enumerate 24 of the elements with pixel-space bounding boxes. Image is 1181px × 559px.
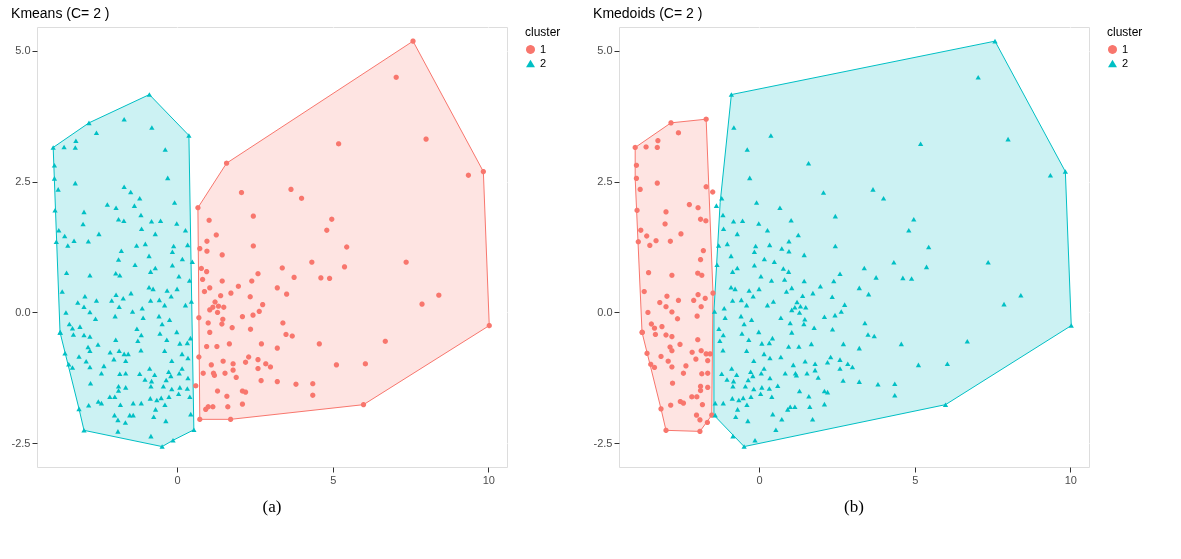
legend-title: cluster xyxy=(525,25,561,39)
text: (a) xyxy=(262,497,282,516)
chart-title: Kmeans (C= 2 ) xyxy=(11,5,110,21)
y-tick-label: 0.0 xyxy=(15,305,31,318)
x-tick-label: 0 xyxy=(174,473,181,486)
legend-label: 1 xyxy=(1122,42,1129,55)
chart-title: Kmedoids (C= 2 ) xyxy=(593,5,703,21)
legend-label: 2 xyxy=(540,56,547,69)
x-tick-label: 5 xyxy=(912,473,919,486)
legend-label: 2 xyxy=(1122,56,1129,69)
x-tick-label: 10 xyxy=(482,473,495,486)
y-tick-label: 0.0 xyxy=(597,305,613,318)
x-tick-label: 0 xyxy=(756,473,763,486)
y-tick-label: 2.5 xyxy=(15,175,31,188)
legend-title: cluster xyxy=(1107,25,1143,39)
y-tick-label: -2.5 xyxy=(593,436,613,449)
x-tick-label: 5 xyxy=(330,473,337,486)
legend-label: 1 xyxy=(540,42,547,55)
y-tick-label: 5.0 xyxy=(597,44,613,57)
y-tick-label: 2.5 xyxy=(597,175,613,188)
text: (b) xyxy=(844,497,864,516)
x-tick-label: 10 xyxy=(1064,473,1077,486)
y-tick-label: -2.5 xyxy=(11,436,31,449)
y-tick-label: 5.0 xyxy=(15,44,31,57)
